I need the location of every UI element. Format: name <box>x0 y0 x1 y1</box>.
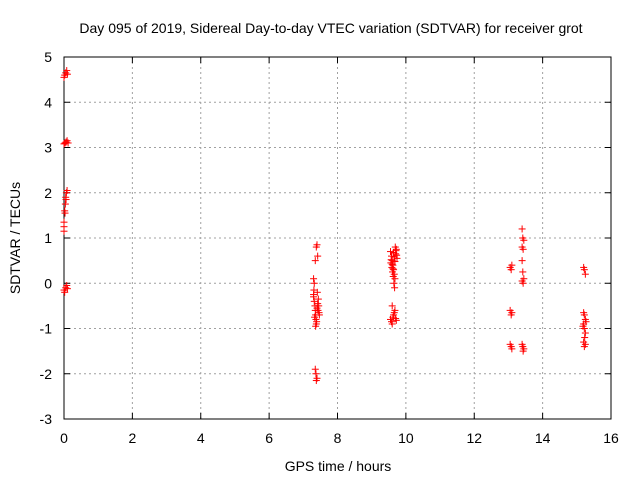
data-point <box>310 279 318 287</box>
data-point <box>62 196 70 204</box>
data-point <box>391 284 399 292</box>
data-point <box>61 209 69 217</box>
data-point <box>581 270 589 278</box>
data-point <box>390 248 398 256</box>
y-tick-labels: -3 -2 -1 0 1 2 3 4 5 <box>40 49 53 427</box>
data-point <box>392 315 400 323</box>
data-point <box>313 318 321 326</box>
x-tick-labels: 0 2 4 6 8 10 12 14 16 <box>60 430 619 446</box>
data-point <box>314 295 322 303</box>
data-point <box>390 279 398 287</box>
y-tick-label: 5 <box>44 49 52 65</box>
data-point <box>582 318 590 326</box>
y-tick-label: 3 <box>44 140 52 156</box>
x-tick-label: 16 <box>603 430 619 446</box>
data-point <box>310 286 318 294</box>
y-axis-title: SDTVAR / TECUs <box>7 182 23 294</box>
x-tick-label: 0 <box>60 430 68 446</box>
data-point <box>311 313 319 321</box>
y-tick-label: 1 <box>44 230 52 246</box>
data-point <box>63 186 71 194</box>
data-point <box>388 320 396 328</box>
data-point <box>520 236 528 244</box>
data-point <box>312 322 320 330</box>
data-point <box>61 200 69 208</box>
data-point <box>579 322 587 330</box>
data-point <box>63 67 71 75</box>
data-point <box>508 309 516 317</box>
data-point <box>390 253 398 261</box>
data-point <box>311 257 319 265</box>
x-axis-title: GPS time / hours <box>285 458 392 474</box>
data-point <box>581 340 589 348</box>
data-point <box>580 311 588 319</box>
data-point <box>64 139 72 147</box>
data-point <box>391 306 399 314</box>
data-point <box>312 370 320 378</box>
data-point <box>507 266 515 274</box>
x-tick-label: 14 <box>535 430 551 446</box>
x-tick-label: 4 <box>197 430 205 446</box>
data-point <box>389 272 397 280</box>
data-point <box>391 243 399 251</box>
data-point <box>61 288 69 296</box>
x-tick-label: 8 <box>334 430 342 446</box>
grid-lines <box>64 57 611 419</box>
data-point <box>60 227 68 235</box>
y-tick-label: -3 <box>40 411 53 427</box>
x-tick-label: 10 <box>398 430 414 446</box>
data-point <box>508 345 516 353</box>
data-point <box>315 302 323 310</box>
data-point <box>518 225 526 233</box>
chart-title: Day 095 of 2019, Sidereal Day-to-day VTE… <box>79 20 582 36</box>
data-point <box>519 245 527 253</box>
x-tick-label: 6 <box>265 430 273 446</box>
y-tick-label: -2 <box>40 366 53 382</box>
data-point <box>581 329 589 337</box>
data-point <box>63 285 71 293</box>
data-point <box>388 302 396 310</box>
data-point <box>311 365 319 373</box>
data-point <box>310 275 318 283</box>
data-point <box>519 347 527 355</box>
x-tick-label: 2 <box>128 430 136 446</box>
data-point <box>518 257 526 265</box>
y-tick-label: -1 <box>40 321 53 337</box>
data-point <box>315 311 323 319</box>
plot-frame <box>63 56 612 420</box>
data-point <box>312 377 320 385</box>
data-point <box>63 70 71 78</box>
data-point <box>60 218 68 226</box>
data-point <box>314 306 322 314</box>
data-point <box>389 265 397 273</box>
data-point <box>314 252 322 260</box>
y-tick-label: 4 <box>44 94 52 110</box>
data-point <box>386 248 394 256</box>
data-point <box>580 266 588 274</box>
data-point <box>392 316 400 324</box>
data-point <box>313 241 321 249</box>
data-point <box>391 258 399 266</box>
y-tick-label: 2 <box>44 185 52 201</box>
data-point <box>519 279 527 287</box>
data-point <box>519 268 527 276</box>
data-point <box>508 261 516 269</box>
y-tick-label: 0 <box>44 275 52 291</box>
x-tick-label: 12 <box>466 430 482 446</box>
data-point <box>63 282 71 290</box>
data-points <box>60 67 590 385</box>
data-point <box>581 334 589 342</box>
